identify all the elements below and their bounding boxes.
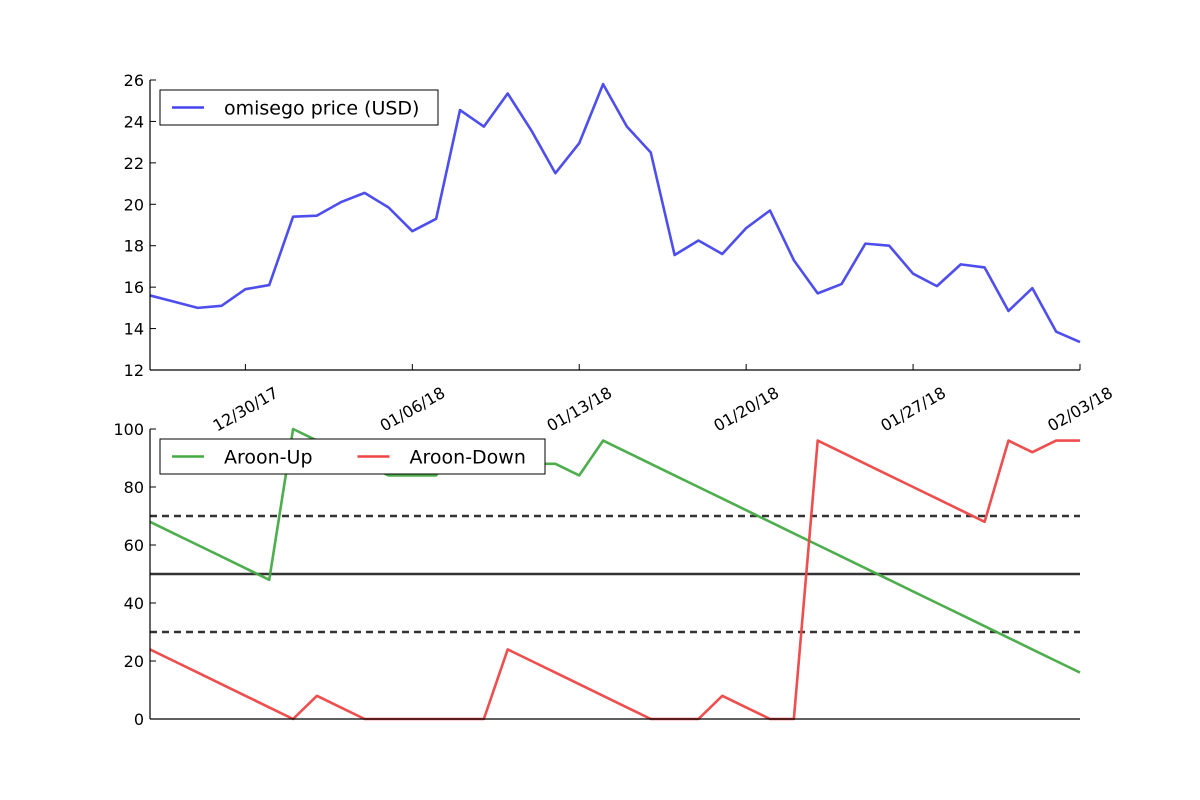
- aroon-axes: 0 20 40 60 80 100: [113, 420, 1080, 729]
- aroon-y-tick-label: 80: [124, 478, 144, 497]
- price-y-tick-label: 20: [124, 195, 144, 214]
- aroon-plot-area: [149, 427, 1081, 721]
- aroon-legend-box: [159, 438, 546, 475]
- price-y-tick-label: 24: [124, 112, 144, 131]
- aroon-y-tick-label: 60: [124, 536, 144, 555]
- aroon-legend-label-2: Aroon-Down: [410, 447, 526, 469]
- price-x-tick-label: 02/03/18: [1044, 383, 1116, 435]
- aroon-y-tick-label: 20: [124, 652, 144, 671]
- aroon-y-tick-label: 100: [113, 420, 144, 439]
- price-x-tick-label: 01/13/18: [543, 383, 615, 435]
- price-y-tick-label: 14: [124, 320, 144, 339]
- aroon-series-line-1: [149, 427, 1081, 674]
- price-x-tick-label: 01/20/18: [710, 383, 782, 435]
- price-series-line-1: [149, 82, 1081, 344]
- price-y-tick-label: 12: [124, 361, 144, 380]
- price-y-tick-label: 26: [124, 71, 144, 90]
- price-legend-box: [159, 89, 439, 126]
- price-x-tick-label: 01/06/18: [377, 383, 449, 435]
- aroon-legend: Aroon-Up Aroon-Down: [159, 438, 546, 475]
- price-legend-label-1: omisego price (USD): [224, 98, 419, 120]
- price-x-tick-label: 01/27/18: [877, 383, 949, 435]
- aroon-series-line-2: [149, 439, 1080, 721]
- price-legend: omisego price (USD): [159, 89, 439, 126]
- aroon-legend-label-1: Aroon-Up: [224, 447, 313, 469]
- price-plot-area: [149, 82, 1081, 344]
- price-x-tick-label: 12/30/17: [210, 383, 282, 435]
- price-y-tick-label: 16: [124, 278, 144, 297]
- price-axes: 12 14 16 18 20 22 24 26 12/30/17 01/06/18 01/13/18…: [124, 71, 1116, 435]
- price-y-tick-label: 18: [124, 237, 144, 256]
- aroon-y-tick-label: 40: [124, 594, 144, 613]
- aroon-y-tick-label: 0: [134, 710, 144, 729]
- price-y-tick-label: 22: [124, 154, 144, 173]
